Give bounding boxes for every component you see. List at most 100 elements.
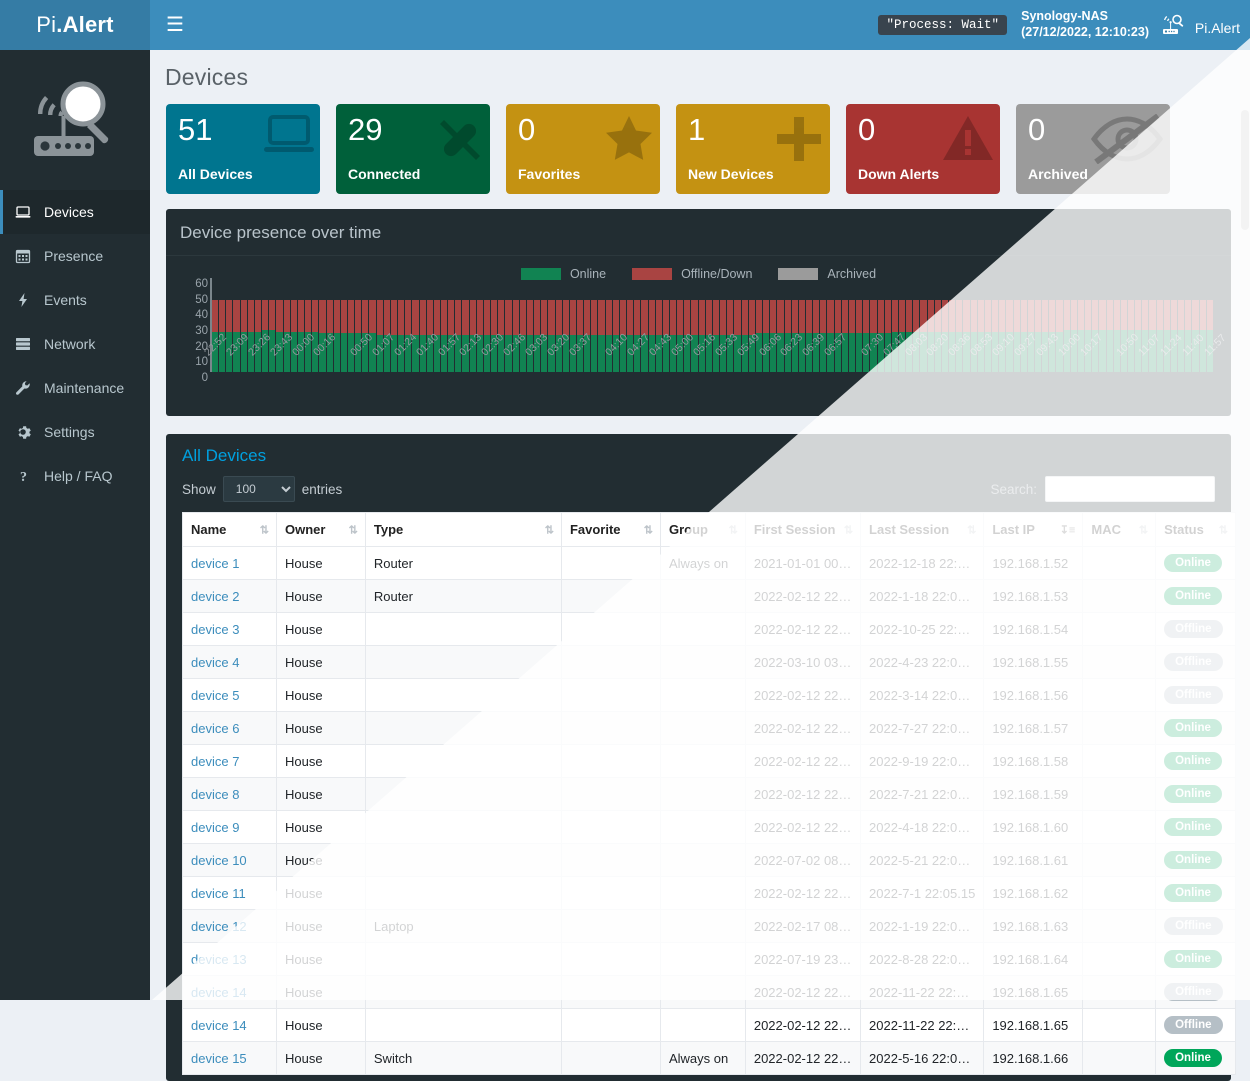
x-tick [1019, 348, 1025, 404]
device-link[interactable]: device 12 [191, 918, 247, 934]
cell-name[interactable]: device 6 [182, 711, 277, 745]
column-header-owner[interactable]: Owner ⇅ [275, 512, 366, 547]
sidebar-item-help-faq[interactable]: ? Help / FAQ [0, 454, 150, 498]
sidebar-item-events[interactable]: Events [0, 278, 150, 322]
cell-group [659, 975, 746, 1009]
device-link[interactable]: device 4 [191, 654, 240, 670]
sidebar-item-maintenance[interactable]: Maintenance [0, 366, 150, 410]
sidebar-item-presence[interactable]: Presence [0, 234, 150, 278]
x-tick [727, 348, 733, 404]
bar-segment-offline [340, 300, 347, 334]
sort-icon[interactable]: ⇅ [728, 524, 738, 536]
x-tick [530, 348, 536, 404]
x-tick: 04:10 [603, 331, 630, 404]
device-link[interactable]: device 6 [191, 720, 240, 736]
cell-name[interactable]: device 12 [182, 909, 277, 943]
column-header-type[interactable]: Type ⇅ [364, 512, 562, 547]
cell-owner: House [275, 942, 366, 976]
cell-name[interactable]: device 2 [182, 579, 277, 613]
page-scrollbar-thumb[interactable] [1241, 110, 1249, 230]
warning-icon [942, 114, 994, 167]
sort-icon[interactable]: ↧≡ [1059, 524, 1076, 536]
sidebar-item-settings[interactable]: Settings [0, 410, 150, 454]
sort-icon[interactable]: ⇅ [643, 524, 653, 536]
sort-icon[interactable]: ⇅ [544, 524, 554, 536]
cell-type [364, 843, 562, 877]
x-tick [253, 348, 259, 404]
stat-box-connected[interactable]: 29 Connected [336, 104, 490, 194]
sort-icon[interactable]: ⇅ [348, 524, 358, 536]
device-link[interactable]: device 7 [191, 753, 240, 769]
cell-name[interactable]: device 11 [182, 876, 277, 910]
stat-box-archived[interactable]: 0 Archived [1016, 104, 1170, 194]
sort-icon[interactable]: ⇅ [1138, 524, 1149, 536]
cell-first-session: 2022-02-12 22:05 [744, 810, 862, 844]
cell-name[interactable]: device 7 [182, 744, 277, 778]
hamburger-icon[interactable]: ☰ [166, 14, 184, 36]
x-tick [997, 348, 1003, 404]
cell-name[interactable]: device 10 [182, 843, 277, 877]
status-badge: Online [1164, 554, 1222, 572]
stat-box-favorites[interactable]: 0 Favorites [506, 104, 660, 194]
cell-name[interactable]: device 13 [182, 942, 277, 976]
device-link[interactable]: device 2 [191, 588, 240, 604]
column-header-status[interactable]: Status ⇅ [1155, 512, 1236, 547]
cell-last-ip: 192.168.1.53 [983, 579, 1084, 613]
bar-segment-offline [720, 300, 727, 335]
stat-box-all-devices[interactable]: 51 All Devices [166, 104, 320, 194]
cell-name[interactable]: device 5 [182, 678, 277, 712]
sort-icon[interactable]: ⇅ [1218, 524, 1228, 536]
cell-name[interactable]: device 14 [182, 975, 277, 1009]
entries-select[interactable]: 102550100 [222, 476, 295, 502]
cell-favorite [560, 612, 661, 646]
cell-name[interactable]: device 15 [182, 1041, 277, 1075]
x-tick [786, 348, 792, 404]
bar-segment-offline [441, 300, 448, 335]
device-link[interactable]: device 11 [191, 885, 246, 901]
cell-name[interactable]: device 14 [182, 1008, 277, 1042]
stat-box-down-alerts[interactable]: 0 Down Alerts [846, 104, 1000, 194]
device-link[interactable]: device 1 [191, 555, 240, 571]
column-header-favorite[interactable]: Favorite ⇅ [560, 512, 661, 547]
cell-name[interactable]: device 8 [182, 777, 277, 811]
device-link[interactable]: device 3 [191, 621, 240, 637]
device-link[interactable]: device 15 [191, 1050, 247, 1066]
column-header-group[interactable]: Group ⇅ [659, 512, 746, 547]
stat-box-new-devices[interactable]: 1 New Devices [676, 104, 830, 194]
brand-right[interactable]: Pi.Alert [1161, 14, 1240, 41]
sort-icon[interactable]: ⇅ [967, 524, 977, 536]
column-header-first-session[interactable]: First Session ⇅ [744, 512, 862, 547]
app-logo[interactable]: Pi.Alert [0, 0, 150, 50]
sidebar-item-devices[interactable]: Devices [0, 190, 150, 234]
device-link[interactable]: device 14 [191, 984, 247, 1000]
device-link[interactable]: device 9 [191, 819, 240, 835]
app-logo-suffix: .Alert [56, 12, 114, 37]
x-tick [684, 348, 690, 404]
column-header-name[interactable]: Name ⇅ [182, 512, 277, 547]
device-link[interactable]: device 5 [191, 687, 240, 703]
page-scrollbar-track[interactable] [1240, 50, 1250, 1000]
cell-name[interactable]: device 4 [182, 645, 277, 679]
device-link[interactable]: device 8 [191, 786, 240, 802]
cell-name[interactable]: device 3 [182, 612, 277, 646]
x-tick: 10:00 [1056, 331, 1083, 404]
entries-control: Show 102550100 entries [182, 476, 342, 502]
column-header-last-session[interactable]: Last Session ⇅ [860, 512, 985, 547]
cell-status: Offline [1155, 909, 1236, 943]
device-link[interactable]: device 14 [191, 1017, 247, 1033]
column-header-mac[interactable]: MAC ⇅ [1082, 512, 1157, 547]
bar-segment-offline [598, 300, 605, 335]
x-tick [326, 348, 332, 404]
search-input[interactable] [1045, 476, 1215, 502]
sidebar-item-network[interactable]: Network [0, 322, 150, 366]
sort-icon[interactable]: ⇅ [843, 524, 854, 536]
cell-name[interactable]: device 9 [182, 810, 277, 844]
column-header-last-ip[interactable]: Last IP ↧≡ [983, 512, 1084, 547]
device-link[interactable]: device 10 [191, 852, 247, 868]
table-row: device 13 House 2022-07-19 23:45 2022-8-28 … [182, 942, 1236, 976]
sort-icon[interactable]: ⇅ [259, 524, 269, 536]
device-link[interactable]: device 13 [191, 951, 247, 967]
x-tick [1129, 348, 1135, 404]
cell-name[interactable]: device 1 [182, 546, 277, 580]
bar-segment-offline [469, 300, 476, 335]
